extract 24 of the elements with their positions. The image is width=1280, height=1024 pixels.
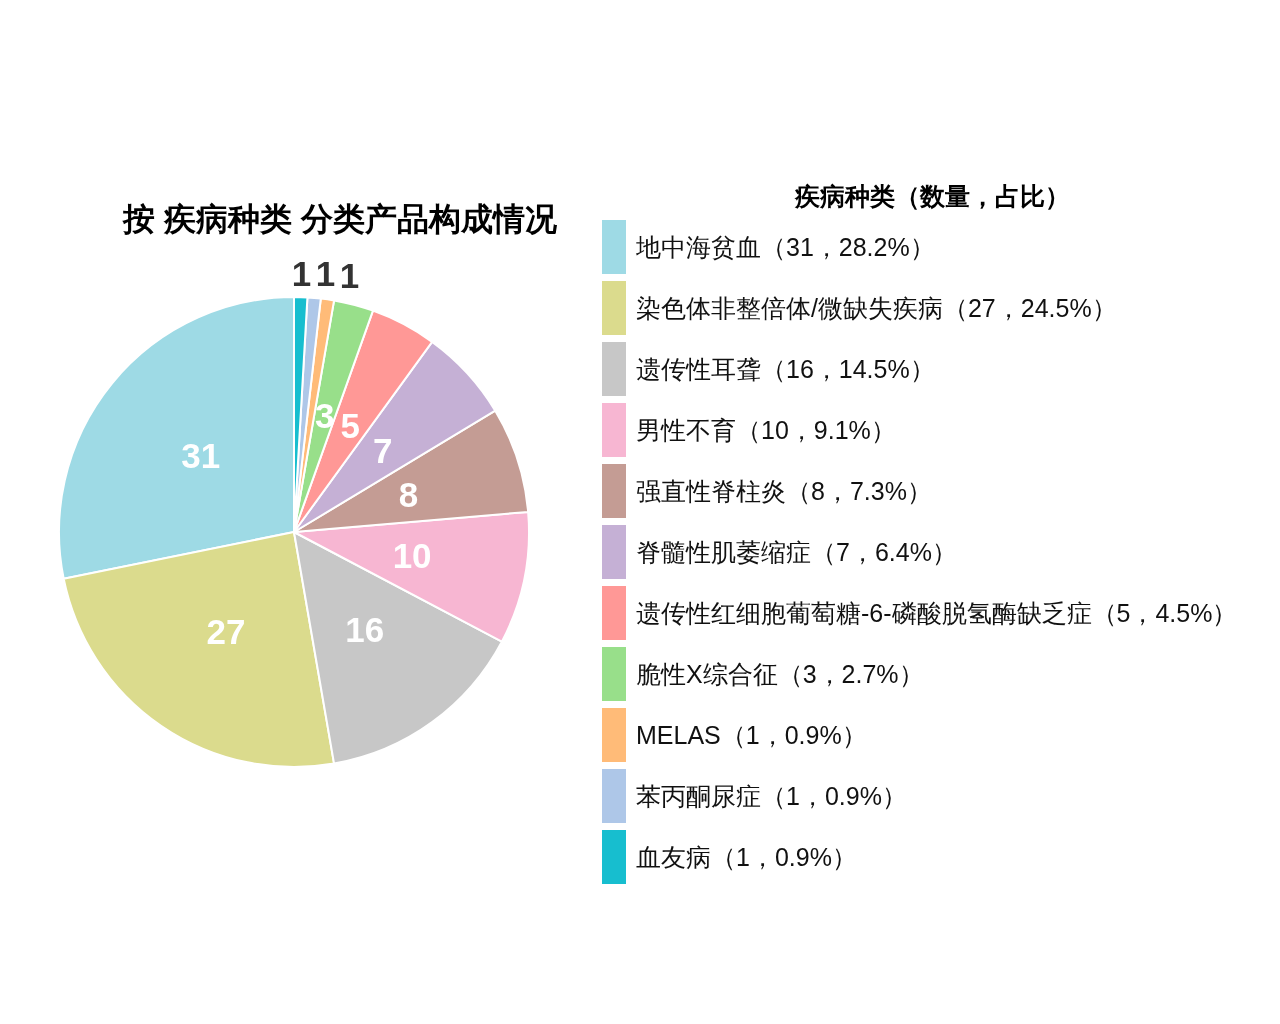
data-label: 31 <box>181 436 221 476</box>
legend-label: 血友病（1，0.9%） <box>636 843 857 871</box>
legend-label: MELAS（1，0.9%） <box>636 721 867 749</box>
data-label: 5 <box>340 405 360 445</box>
legend-title: 疾病种类（数量，占比） <box>793 181 1070 210</box>
legend-label: 染色体非整倍体/微缺失疾病（27，24.5%） <box>636 294 1117 322</box>
legend-label: 遗传性耳聋（16，14.5%） <box>636 355 935 383</box>
legend-label: 脆性X综合征（3，2.7%） <box>636 660 924 688</box>
legend-label: 脊髓性肌萎缩症（7，6.4%） <box>636 538 957 566</box>
data-label: 16 <box>345 609 385 649</box>
data-label: 1 <box>291 253 312 293</box>
legend-label: 男性不育（10，9.1%） <box>636 416 896 444</box>
data-label: 7 <box>373 431 393 471</box>
data-label: 10 <box>392 536 432 576</box>
data-label: 1 <box>315 254 336 294</box>
chart-title: 按 疾病种类 分类产品构成情况 <box>122 201 558 237</box>
legend-label: 强直性脊柱炎（8，7.3%） <box>636 477 932 505</box>
data-label: 1 <box>339 256 360 296</box>
data-label: 3 <box>314 395 335 435</box>
legend-label: 遗传性红细胞葡萄糖-6-磷酸脱氢酶缺乏症（5，4.5%） <box>636 599 1238 627</box>
legend-label: 苯丙酮尿症（1，0.9%） <box>636 782 907 810</box>
data-label: 8 <box>398 475 419 515</box>
legend-label: 地中海贫血（31，28.2%） <box>635 233 935 261</box>
data-label: 27 <box>206 611 246 651</box>
